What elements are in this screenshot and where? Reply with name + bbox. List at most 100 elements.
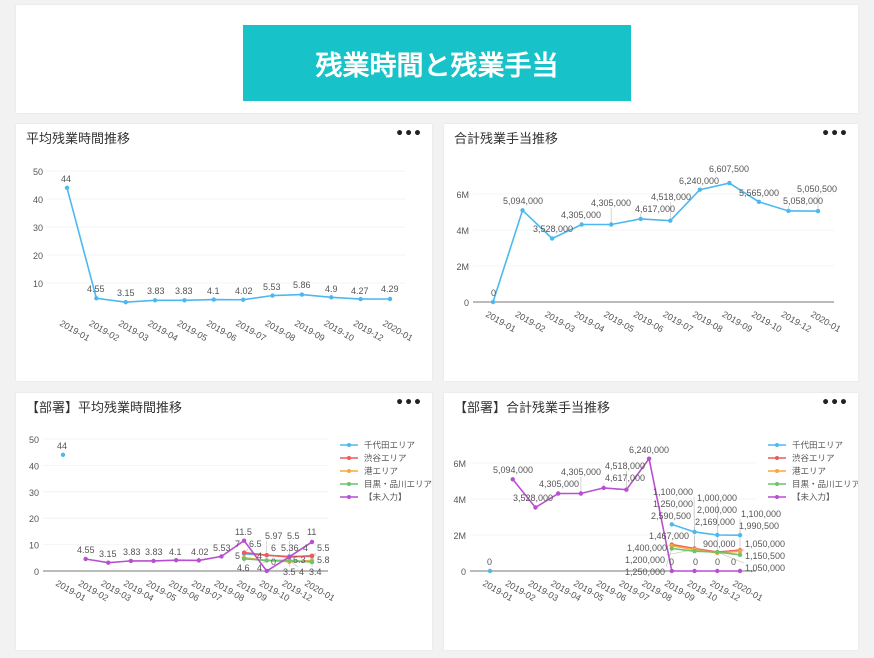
x-tick-label: 2019-04 [146, 318, 180, 343]
y-tick-label: 10 [29, 541, 39, 551]
data-label: 0 [271, 557, 276, 567]
data-label: 4,305,000 [561, 210, 601, 220]
data-label: 4,518,000 [651, 192, 691, 202]
data-point [287, 558, 292, 563]
data-label: 4.27 [351, 286, 369, 296]
data-point [94, 296, 99, 301]
y-tick-label: 0 [34, 567, 39, 577]
data-point [737, 568, 743, 574]
y-tick-label: 2M [456, 262, 469, 272]
data-point [152, 298, 158, 303]
x-tick-label: 2019-02 [514, 309, 548, 334]
data-label: 11 [307, 527, 316, 537]
x-tick-label: 2020-01 [381, 318, 415, 343]
data-label: 4.02 [191, 547, 209, 557]
data-point [106, 560, 111, 565]
data-label: 5.5 [287, 531, 300, 541]
y-tick-label: 0 [461, 567, 466, 577]
data-label: 4,305,000 [539, 479, 579, 489]
x-tick-label: 2019-01 [484, 309, 518, 334]
y-tick-label: 4M [456, 226, 469, 236]
more-menu-icon[interactable]: ••• [821, 126, 848, 142]
x-tick-label: 2019-10 [322, 318, 356, 343]
data-label: 4.55 [77, 545, 95, 555]
data-label: 3,528,000 [513, 493, 553, 503]
more-menu-icon[interactable]: ••• [395, 126, 422, 142]
x-tick-label: 2019-01 [58, 318, 92, 343]
legend-label: 【未入力】 [364, 492, 407, 502]
x-tick-label: 2019-08 [691, 309, 725, 334]
data-point [151, 558, 156, 564]
series-line [671, 523, 741, 536]
data-label: 1,200,000 [625, 555, 665, 565]
data-point [555, 491, 561, 496]
data-point [211, 297, 217, 302]
legend-marker [347, 456, 351, 460]
data-label: 4.29 [381, 284, 399, 294]
legend-marker [775, 469, 779, 473]
x-tick-label: 2019-09 [720, 309, 754, 334]
data-point [715, 532, 720, 538]
data-point [270, 293, 275, 298]
data-point [487, 568, 493, 574]
data-point [123, 299, 128, 305]
series-line [66, 187, 391, 303]
data-label: 1,250,000 [625, 567, 665, 577]
data-label: 4,305,000 [591, 198, 631, 208]
chart-total-allowance: 02M4M6M2019-012019-022019-032019-042019-… [456, 164, 842, 334]
data-point [60, 452, 66, 458]
data-label: 5.53 [263, 282, 281, 292]
data-point [240, 297, 246, 302]
data-point [579, 222, 584, 227]
dashboard-title: 残業時間と残業手当 [243, 25, 631, 101]
legend-label: 目黒・品川エリア [792, 479, 858, 489]
data-point [173, 557, 179, 563]
data-label: 4.55 [87, 284, 105, 294]
data-label: 6,607,500 [709, 164, 749, 174]
data-label: 2,590,500 [651, 511, 691, 521]
data-label: 0 [731, 557, 736, 567]
more-menu-icon[interactable]: ••• [395, 395, 422, 411]
data-point [756, 199, 762, 205]
data-label: 5.53 [213, 543, 231, 553]
more-menu-icon[interactable]: ••• [821, 395, 848, 411]
data-label: 4.1 [169, 547, 182, 557]
data-point [182, 298, 187, 303]
data-label: 11.5 [235, 527, 252, 537]
data-label: 3.83 [175, 286, 193, 296]
chart-avg-overtime: 10203040502019-012019-022019-032019-0420… [33, 167, 415, 343]
x-tick-label: 2019-06 [205, 318, 239, 343]
data-label: 3.83 [147, 286, 165, 296]
x-tick-label: 2019-05 [602, 309, 636, 334]
legend-marker [347, 482, 351, 486]
data-label: 4 [303, 543, 308, 553]
chart-dept-total-allowance: 02M4M6M2019-012019-022019-032019-042019-… [453, 440, 858, 603]
legend-marker [775, 482, 779, 486]
legend-marker [775, 456, 779, 460]
data-label: 5,050,500 [797, 184, 837, 194]
data-point [624, 487, 629, 492]
data-label: 0 [487, 557, 492, 567]
data-point [669, 546, 675, 551]
legend-marker [347, 469, 351, 473]
x-tick-label: 2019-04 [573, 309, 607, 334]
data-label: 5,094,000 [493, 465, 533, 475]
legend-label: 千代田エリア [364, 440, 415, 450]
data-label: 2,000,000 [697, 505, 737, 515]
data-point [520, 208, 525, 213]
data-label: 0 [693, 557, 698, 567]
data-point [264, 558, 269, 563]
series-line [244, 558, 313, 563]
y-tick-label: 30 [33, 223, 43, 233]
data-label: 1,100,000 [653, 487, 693, 497]
chart-dept-avg-overtime: 010203040502019-012019-022019-032019-042… [29, 435, 432, 603]
data-point [241, 550, 247, 555]
x-tick-label: 2019-12 [352, 318, 386, 343]
data-point [309, 539, 315, 545]
x-tick-label: 2019-05 [175, 318, 209, 343]
data-label: 1,400,000 [627, 543, 667, 553]
chart-card-total-allowance: 0 2M 4M 6M 2019-01 2019-02 2019-03 2019-04 2019-… [444, 124, 858, 381]
data-point [668, 218, 673, 223]
y-tick-label: 50 [33, 167, 43, 177]
x-tick-label: 2019-10 [750, 309, 784, 334]
